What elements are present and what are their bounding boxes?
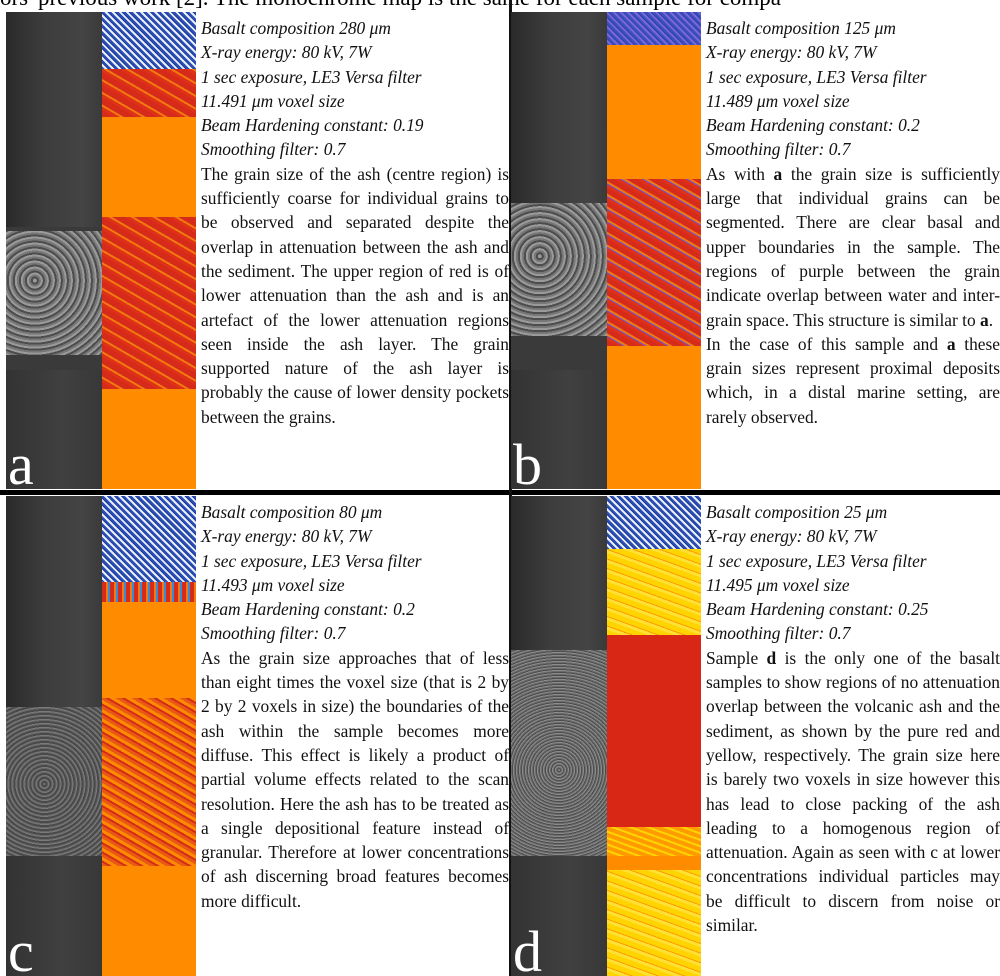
meta-line: 11.495 μm voxel size	[706, 574, 850, 595]
attenuation-map-d	[607, 496, 701, 976]
meta-line: 1 sec exposure, LE3 Versa filter	[201, 550, 422, 571]
meta-line: Basalt composition 125 μm	[706, 18, 896, 38]
meta-line: Smoothing filter: 0.7	[201, 139, 346, 160]
panel-text: Basalt composition 280 μm X-ray energy: …	[201, 16, 509, 429]
attenuation-map-b	[607, 12, 701, 489]
meta-line: X-ray energy: 80 kV, 7W	[706, 42, 877, 63]
meta-line: X-ray energy: 80 kV, 7W	[201, 526, 372, 547]
ct-scan-image-d	[511, 496, 607, 976]
ct-scan-image-c	[6, 496, 102, 976]
meta-line: 11.493 μm voxel size	[201, 574, 345, 595]
meta-line: Smoothing filter: 0.7	[201, 623, 346, 644]
meta-line: X-ray energy: 80 kV, 7W	[706, 526, 877, 547]
panel-label: c	[8, 919, 34, 976]
meta-line: X-ray energy: 80 kV, 7W	[201, 42, 372, 63]
panel-label: b	[513, 432, 542, 490]
attenuation-map-c	[102, 496, 196, 976]
meta-line: Basalt composition 80 μm	[201, 502, 383, 522]
meta-line: Beam Hardening constant: 0.25	[706, 599, 929, 620]
panel-a: a Basalt composition 280 μm X-ray energy…	[6, 12, 509, 489]
panel-label: d	[513, 919, 542, 976]
meta-line: 1 sec exposure, LE3 Versa filter	[706, 66, 927, 87]
meta-line: Basalt composition 25 μm	[706, 502, 888, 522]
panel-b: b Basalt composition 125 μm X-ray energy…	[511, 12, 1000, 489]
horizontal-divider	[0, 490, 1000, 495]
panel-description: The grain size of the ash (centre region…	[201, 163, 509, 427]
vertical-divider	[509, 0, 512, 976]
attenuation-map-a	[102, 12, 196, 489]
panel-text: Basalt composition 25 μm X-ray energy: 8…	[706, 500, 1000, 937]
meta-line: 11.489 μm voxel size	[706, 90, 850, 111]
meta-line: Smoothing filter: 0.7	[706, 623, 851, 644]
panel-text: Basalt composition 80 μm X-ray energy: 8…	[201, 500, 509, 913]
panel-d: d Basalt composition 25 μm X-ray energy:…	[511, 496, 1000, 976]
meta-line: Beam Hardening constant: 0.2	[201, 599, 415, 620]
meta-line: 1 sec exposure, LE3 Versa filter	[706, 550, 927, 571]
page-header-text: ors' previous work [2]. The monochrome m…	[0, 0, 1000, 10]
panel-description: As the grain size approaches that of les…	[201, 647, 509, 911]
ct-scan-image-a	[6, 12, 102, 489]
meta-line: Basalt composition 280 μm	[201, 18, 391, 38]
panel-description-2: In the case of this sample and a these g…	[706, 333, 1000, 427]
meta-line: 1 sec exposure, LE3 Versa filter	[201, 66, 422, 87]
panel-text: Basalt composition 125 μm X-ray energy: …	[706, 16, 1000, 429]
ct-scan-image-b	[511, 12, 607, 489]
panel-description: As with a the grain size is sufficiently…	[706, 163, 1000, 330]
meta-line: Smoothing filter: 0.7	[706, 139, 851, 160]
panel-label: a	[8, 432, 34, 490]
meta-line: Beam Hardening constant: 0.2	[706, 115, 920, 136]
panel-description: Sample d is the only one of the basalt s…	[706, 647, 1000, 936]
meta-line: Beam Hardening constant: 0.19	[201, 115, 424, 136]
panel-c: c Basalt composition 80 μm X-ray energy:…	[6, 496, 509, 976]
meta-line: 11.491 μm voxel size	[201, 90, 345, 111]
